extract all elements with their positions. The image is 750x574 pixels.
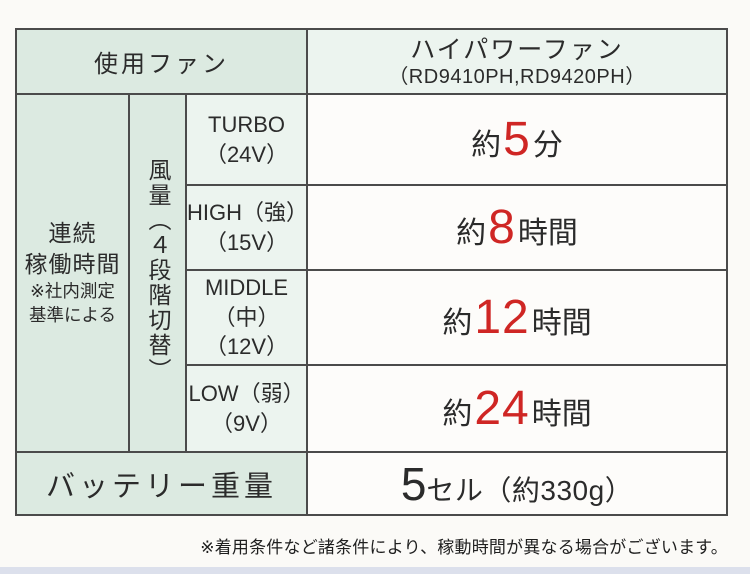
fan-models-text: （RD9410PH,RD9420PH） — [388, 65, 646, 88]
mode-cell-high: HIGH（強） （15V） — [184, 184, 309, 271]
continuous-operation-title: 連続 — [48, 220, 97, 247]
value-cell-low: 約24時間 — [306, 364, 728, 453]
table-row-battery: バッテリー重量 5セル（約330g） — [14, 451, 728, 516]
battery-weight-value-cell: 5セル（約330g） — [306, 451, 728, 516]
measurement-note-line1: ※社内測定 — [30, 281, 115, 302]
table-row-high: HIGH（強） （15V） 約8時間 — [16, 184, 728, 271]
battery-cells-number: 5 — [400, 457, 427, 510]
measurement-note-line2: 基準による — [29, 305, 116, 326]
table-row-header: 使用ファン ハイパワーファン （RD9410PH,RD9420PH） — [14, 28, 728, 95]
table-row-turbo: 連続 稼働時間 ※社内測定 基準による 風量（４段階切替） TURBO （24V… — [15, 93, 728, 453]
mode-turbo-name: TURBO — [208, 111, 286, 137]
value-cell-middle: 約12時間 — [306, 269, 728, 366]
mode-low-name: LOW（弱） — [188, 380, 305, 406]
fan-model-header-cell: ハイパワーファン （RD9410PH,RD9420PH） — [306, 28, 728, 95]
mode-middle-voltage: （12V） — [204, 334, 289, 360]
mode-high-voltage: （15V） — [204, 229, 289, 255]
high-duration-number: 8 — [488, 201, 516, 254]
fan-spec-table: 使用ファン ハイパワーファン （RD9410PH,RD9420PH） 連続 稼働… — [14, 28, 728, 516]
turbo-duration-number: 5 — [503, 113, 531, 166]
battery-weight-header-cell: バッテリー重量 — [14, 451, 309, 516]
high-approx-text: 約 — [456, 217, 487, 250]
fan-name-text: ハイパワーファン — [410, 35, 624, 64]
value-cell-high: 約8時間 — [306, 184, 728, 271]
airflow-header-cell: 風量（４段階切替） — [128, 93, 187, 453]
used-fan-header-cell: 使用ファン — [14, 28, 309, 95]
high-duration-unit: 時間 — [517, 217, 578, 250]
turbo-approx-text: 約 — [471, 129, 502, 162]
mode-high-name: HIGH（強） — [187, 199, 309, 225]
turbo-duration-unit: 分 — [532, 129, 563, 162]
middle-approx-text: 約 — [442, 307, 473, 340]
table-row-middle: MIDDLE （中） （12V） 約12時間 — [16, 269, 728, 366]
bottom-strip-decoration — [0, 567, 750, 574]
low-duration-unit: 時間 — [531, 398, 592, 431]
continuous-operation-header-cell: 連続 稼働時間 ※社内測定 基準による — [15, 93, 130, 453]
mode-cell-middle: MIDDLE （中） （12V） — [184, 269, 309, 366]
mode-cell-turbo: TURBO （24V） — [184, 93, 309, 186]
mode-low-voltage: （9V） — [211, 410, 282, 436]
footnote-text: ※着用条件など諸条件により、稼動時間が異なる場合がございます。 — [200, 538, 728, 557]
continuous-operation-title2: 稼働時間 — [24, 251, 121, 278]
mode-middle-name: MIDDLE — [204, 274, 289, 300]
battery-weight-text: セル（約330g） — [426, 474, 634, 506]
airflow-vertical-label: 風量（４段階切替） — [145, 158, 171, 383]
mode-middle-strength: （中） — [213, 304, 280, 330]
middle-duration-number: 12 — [474, 291, 530, 344]
table-row-low: LOW（弱） （9V） 約24時間 — [16, 364, 728, 453]
low-approx-text: 約 — [442, 398, 473, 431]
middle-duration-unit: 時間 — [531, 307, 592, 340]
mode-cell-low: LOW（弱） （9V） — [184, 364, 309, 453]
value-cell-turbo: 約5分 — [306, 93, 728, 186]
mode-turbo-voltage: （24V） — [204, 141, 289, 167]
low-duration-number: 24 — [474, 382, 530, 435]
